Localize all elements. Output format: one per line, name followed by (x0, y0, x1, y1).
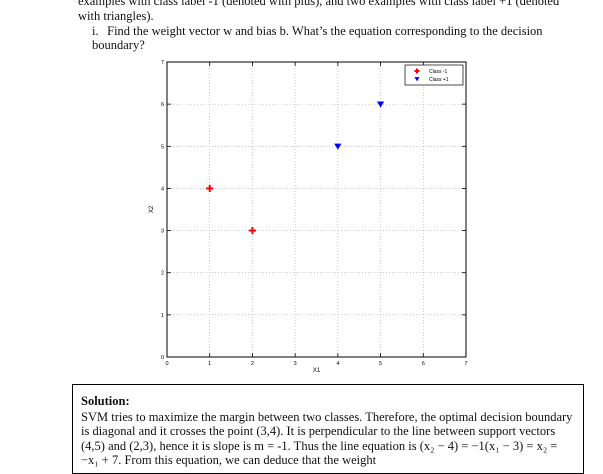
x-tick-label: 0 (165, 361, 168, 367)
scatter-plot: 0 1 2 3 4 5 6 7 0 1 2 3 4 5 6 7 X1 X2 Class -1 Class +1 (149, 60, 468, 374)
y-axis-label: X2 (149, 205, 155, 213)
y-tick-label: 5 (161, 144, 164, 150)
intro-text: examples with class label -1 (denoted wi… (78, 0, 560, 23)
legend: Class -1 Class +1 (404, 64, 464, 86)
x-tick-label: 5 (379, 361, 382, 367)
legend-marker (414, 77, 420, 82)
x-tick-label: 1 (208, 361, 211, 367)
plot-frame (166, 61, 467, 358)
x-tick-label: 4 (336, 361, 339, 367)
axis-ticks: 0 1 2 3 4 5 6 7 0 1 2 3 4 5 6 7 (161, 60, 468, 367)
question-text: Find the weight vector w and bias b. Wha… (92, 24, 543, 52)
data-point (206, 184, 214, 193)
data-point (376, 101, 385, 108)
solution-title: Solution: (81, 394, 130, 408)
legend-marker (414, 68, 420, 74)
y-tick-label: 7 (161, 60, 164, 66)
y-tick-label: 3 (161, 229, 164, 235)
data-point (334, 143, 342, 150)
x-tick-label: 7 (464, 361, 467, 367)
y-tick-label: 6 (161, 102, 164, 108)
y-tick-label: 4 (161, 186, 164, 192)
y-tick-label: 0 (161, 355, 164, 361)
solution-box: Solution: SVM tries to maximize the marg… (72, 384, 584, 474)
data-point (248, 226, 257, 235)
legend-label: Class -1 (429, 69, 448, 75)
x-tick-label: 6 (422, 361, 425, 367)
x-tick-label: 2 (251, 361, 254, 367)
y-tick-label: 1 (161, 313, 164, 319)
plot-grid (167, 62, 466, 357)
x-axis-label: X1 (313, 368, 321, 374)
question-number: i. (92, 24, 99, 38)
x-tick-label: 3 (294, 361, 297, 367)
data-points (206, 101, 385, 235)
solution-text: SVM tries to maximize the margin between… (81, 409, 573, 468)
question-i: i. Find the weight vector w and bias b. … (92, 24, 568, 52)
y-tick-label: 2 (161, 271, 164, 277)
legend-label: Class +1 (429, 77, 449, 83)
